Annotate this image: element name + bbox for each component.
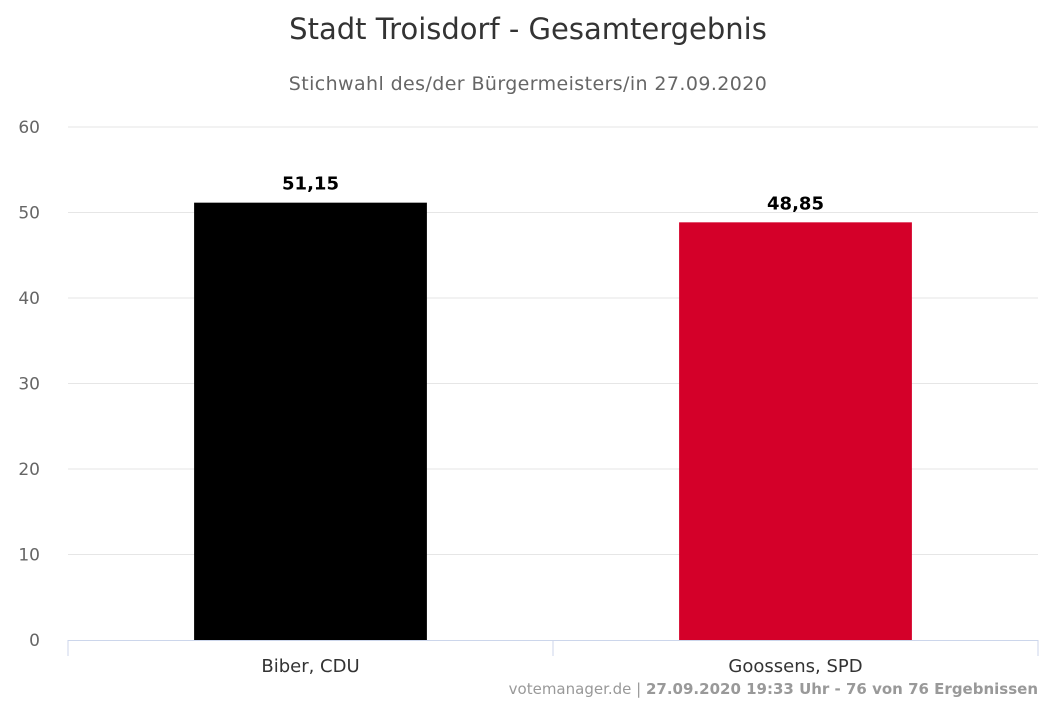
bar <box>194 202 427 641</box>
chart-title: Stadt Troisdorf - Gesamtergebnis <box>289 12 767 46</box>
x-category-label: Biber, CDU <box>261 656 359 677</box>
y-tick-label: 20 <box>18 460 40 480</box>
y-tick-label: 50 <box>18 204 40 224</box>
data-label: 51,15 <box>282 174 339 195</box>
credits-separator: | <box>631 680 646 698</box>
bar <box>679 222 912 640</box>
credits-source[interactable]: votemanager.de <box>508 680 632 698</box>
credits-status: 27.09.2020 19:33 Uhr - 76 von 76 Ergebni… <box>645 680 1038 698</box>
y-tick-label: 60 <box>18 118 40 138</box>
y-tick-label: 30 <box>18 375 40 395</box>
y-tick-label: 0 <box>29 631 40 651</box>
y-tick-label: 40 <box>18 289 40 309</box>
credits[interactable]: votemanager.de | 27.09.2020 19:33 Uhr - … <box>509 680 1038 698</box>
x-category-label: Goossens, SPD <box>728 656 862 677</box>
y-tick-label: 10 <box>18 546 40 566</box>
data-label: 48,85 <box>767 193 824 214</box>
chart-subtitle: Stichwahl des/der Bürgermeisters/in 27.0… <box>288 73 768 95</box>
